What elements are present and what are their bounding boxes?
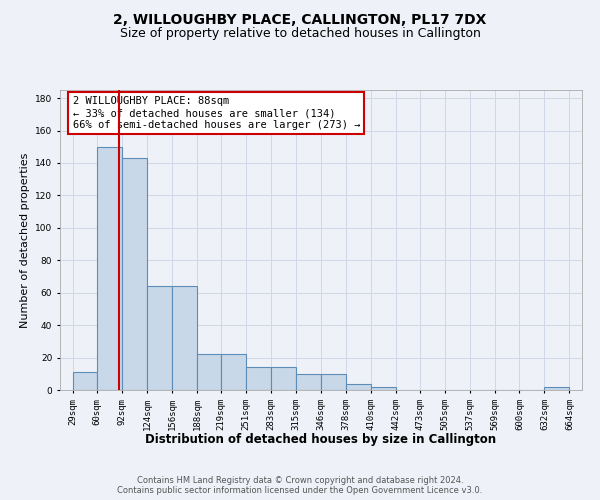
Text: 2 WILLOUGHBY PLACE: 88sqm
← 33% of detached houses are smaller (134)
66% of semi: 2 WILLOUGHBY PLACE: 88sqm ← 33% of detac… <box>73 96 360 130</box>
Y-axis label: Number of detached properties: Number of detached properties <box>20 152 29 328</box>
Bar <box>246 368 271 390</box>
Bar <box>221 354 246 390</box>
Bar <box>172 286 197 390</box>
Text: Contains HM Land Registry data © Crown copyright and database right 2024.
Contai: Contains HM Land Registry data © Crown c… <box>118 476 482 495</box>
Bar <box>147 286 172 390</box>
Text: Distribution of detached houses by size in Callington: Distribution of detached houses by size … <box>145 432 497 446</box>
Bar <box>346 384 371 390</box>
Text: 2, WILLOUGHBY PLACE, CALLINGTON, PL17 7DX: 2, WILLOUGHBY PLACE, CALLINGTON, PL17 7D… <box>113 12 487 26</box>
Bar <box>197 354 221 390</box>
Bar <box>73 372 97 390</box>
Bar <box>271 368 296 390</box>
Bar <box>97 147 122 390</box>
Bar <box>544 387 569 390</box>
Bar <box>122 158 147 390</box>
Bar <box>320 374 346 390</box>
Bar <box>296 374 320 390</box>
Text: Size of property relative to detached houses in Callington: Size of property relative to detached ho… <box>119 28 481 40</box>
Bar <box>371 387 396 390</box>
